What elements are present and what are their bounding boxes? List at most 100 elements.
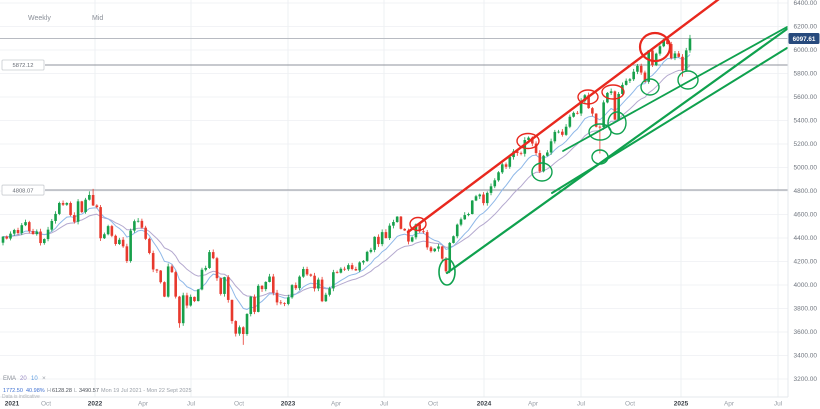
candle-up (324, 294, 328, 302)
candle-down (613, 91, 617, 120)
price-level-label-box (1, 59, 45, 71)
price-tick-label: 5000.00 (794, 165, 818, 172)
candle-up (497, 172, 500, 181)
candle-down (666, 39, 669, 45)
candle-down (226, 277, 230, 300)
candle-down (283, 303, 286, 305)
price-tick-label: 4200.00 (794, 259, 818, 266)
green-circle-annotation[interactable] (438, 258, 456, 286)
candle-up (474, 196, 478, 201)
candle-down (677, 53, 681, 57)
candle-up (9, 233, 12, 239)
candle-up (238, 327, 241, 334)
price-tick-label: 5200.00 (794, 141, 818, 148)
green-trendline[interactable] (562, 26, 788, 152)
candle-up (200, 269, 204, 290)
green-circle-annotation[interactable] (677, 70, 699, 90)
candle-down (125, 246, 129, 262)
price-tick-label: 4600.00 (794, 212, 818, 219)
candle-down (294, 285, 298, 289)
candle-down (121, 239, 125, 247)
time-tick-label: Jul (187, 401, 196, 408)
candle-up (35, 231, 39, 235)
time-tick-label: Oct (41, 401, 51, 408)
candle-down (159, 270, 162, 283)
candle-up (339, 268, 343, 273)
horizontal-level-lines: 5872.12 4808.07 (0, 38, 788, 196)
candle-up (264, 281, 268, 290)
price-tick-label: 4800.00 (794, 188, 818, 195)
candle-down (73, 215, 76, 222)
candle-up (579, 100, 583, 114)
candle-up (448, 242, 452, 272)
green-circle-annotation[interactable] (640, 78, 660, 96)
time-tick-label: Jul (380, 401, 389, 408)
candle-up (549, 141, 553, 153)
indicator-period-20[interactable]: 20 (20, 376, 27, 382)
time-tick-label: 2022 (88, 401, 103, 408)
candle-up (317, 279, 320, 289)
indicator-close-icon[interactable]: × (42, 375, 46, 382)
candle-down (309, 274, 313, 276)
candle-down (561, 131, 564, 135)
indicator-name: EMA (3, 376, 16, 382)
candle-up (508, 157, 512, 167)
candle-up (181, 295, 185, 324)
candle-up (459, 219, 463, 225)
candle-up (249, 296, 253, 315)
candle-up (621, 84, 624, 94)
candle-down (253, 296, 256, 312)
candle-up (196, 289, 200, 302)
current-price-value: 6097.61 (793, 36, 816, 43)
candle-up (54, 213, 57, 221)
candle-down (429, 247, 433, 252)
time-tick-label: 2024 (477, 401, 492, 408)
candle-up (166, 266, 170, 297)
candle-up (106, 226, 110, 235)
ema-10-line (2, 54, 691, 310)
candle-up (455, 224, 459, 237)
candle-up (654, 53, 658, 66)
red-circle-annotation[interactable] (601, 84, 625, 100)
candle-up (609, 91, 613, 93)
indicator-period-10[interactable]: 10 (31, 376, 38, 382)
ema-lines (2, 54, 691, 310)
price-tick-label: 6400.00 (794, 0, 818, 7)
candle-up (208, 252, 211, 268)
red-circle-annotation[interactable] (516, 132, 540, 150)
candle-down (313, 275, 316, 289)
candle-up (463, 215, 467, 220)
candle-up (523, 140, 527, 154)
candle-up (256, 285, 260, 312)
green-circle-annotation[interactable] (591, 149, 609, 165)
candle-up (12, 230, 16, 234)
price-type-label[interactable]: Mid (92, 15, 103, 22)
time-tick-label: Apr (331, 401, 342, 408)
candle-down (110, 226, 114, 236)
candle-down (587, 95, 590, 109)
candle-up (223, 277, 226, 294)
green-trendline[interactable] (445, 27, 789, 275)
green-trendline[interactable] (551, 47, 788, 194)
timeframe-label[interactable]: Weekly (28, 15, 51, 22)
candle-up (332, 272, 335, 289)
candle-up (287, 297, 290, 304)
candle-down (643, 72, 647, 82)
candle-up (493, 180, 497, 187)
red-circle-annotation[interactable] (409, 216, 427, 232)
green-circle-annotation[interactable] (607, 111, 627, 135)
candle-down (5, 236, 9, 239)
candle-down (140, 220, 144, 228)
candle-down (95, 205, 99, 208)
candle-up (470, 200, 474, 215)
red-circle-annotation[interactable] (577, 89, 599, 105)
candle-down (538, 153, 542, 172)
green-circle-annotation[interactable] (531, 162, 553, 182)
candle-down (193, 296, 196, 302)
red-trendline[interactable] (406, 0, 731, 234)
candle-down (174, 272, 177, 297)
candle-down (27, 222, 31, 232)
red-circle-annotation[interactable] (638, 31, 672, 63)
candle-up (84, 199, 87, 213)
